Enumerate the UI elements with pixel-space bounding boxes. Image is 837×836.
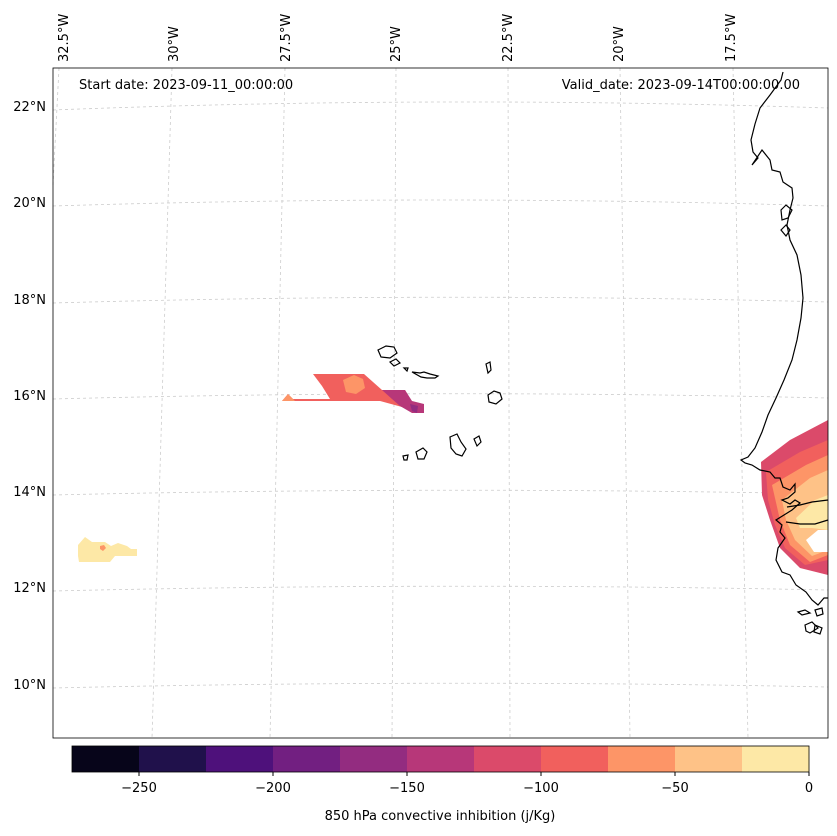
island-maio (473, 435, 482, 448)
lat-label: 12°N (13, 581, 46, 596)
lon-label: 17.5°W (724, 14, 739, 62)
lon-label: 30°W (167, 26, 182, 62)
lat-label: 18°N (13, 293, 46, 308)
colorbar: −250 −200 −150 −100 −50 0 (71, 745, 813, 796)
colorbar-label: 850 hPa convective inhibition (j/Kg) (324, 809, 556, 824)
coastlines (377, 71, 829, 635)
lon-label: 22.5°W (501, 14, 516, 62)
contour-patch-central-core (410, 404, 418, 413)
colorbar-swatch (206, 746, 274, 772)
contour-patch-west (78, 537, 137, 562)
colorbar-frame (71, 745, 810, 773)
colorbar-tick-label: −150 (389, 781, 425, 796)
contour-patch-central-inner (343, 375, 365, 394)
contour-coast-yellow (796, 495, 828, 530)
island-brava (402, 454, 409, 461)
cin-contours (78, 374, 828, 575)
gridlines (52, 67, 829, 739)
valid-date-label: Valid_date: 2023-09-14T00:00:00.00 (561, 78, 800, 93)
lat-label: 22°N (13, 100, 46, 115)
island-boa-vista (487, 390, 503, 405)
island-santiago (449, 433, 467, 457)
colorbar-tick-label: −100 (523, 781, 559, 796)
island-santo-antao (377, 345, 398, 359)
colorbar-swatch (541, 746, 609, 772)
lat-label: 10°N (13, 678, 46, 693)
island-sao-vicente (388, 358, 402, 367)
colorbar-swatch (273, 746, 341, 772)
colorbar-swatch (608, 746, 676, 772)
lat-label: 20°N (13, 196, 46, 211)
contour-coast-white (806, 530, 828, 552)
lon-label: 32.5°W (57, 14, 72, 62)
contour-patch-central (282, 374, 424, 413)
contour-patch-west-inner (100, 545, 106, 551)
lon-label: 20°W (612, 26, 627, 62)
colorbar-tick-label: −250 (121, 781, 157, 796)
africa-coastline (739, 71, 828, 606)
start-date-label: Start date: 2023-09-11_00:00:00 (79, 78, 294, 93)
colorbar-tick-label: 0 (805, 781, 813, 796)
colorbar-swatch (474, 746, 542, 772)
colorbar-swatch (742, 746, 810, 772)
island-santa-luzia (402, 367, 409, 373)
colorbar-swatch (407, 746, 475, 772)
island-sal (485, 361, 492, 375)
map-frame (52, 67, 829, 739)
lat-label: 16°N (13, 389, 46, 404)
colorbar-swatch (139, 746, 207, 772)
lon-labels: 32.5°W 30°W 27.5°W 25°W 22.5°W 20°W 17.5… (57, 14, 739, 62)
colorbar-swatch (675, 746, 743, 772)
lat-labels: 22°N 20°N 18°N 16°N 14°N 12°N 10°N (13, 100, 46, 693)
colorbar-tick-label: −50 (661, 781, 688, 796)
lat-label: 14°N (13, 485, 46, 500)
colorbar-swatch (72, 746, 140, 772)
contour-patch-central-left (282, 394, 295, 401)
colorbar-swatch (340, 746, 408, 772)
colorbar-tick-label: −200 (255, 781, 291, 796)
island-fogo (415, 447, 428, 460)
lon-label: 25°W (389, 26, 404, 62)
island-sao-nicolau (411, 371, 440, 379)
lon-label: 27.5°W (279, 14, 294, 62)
